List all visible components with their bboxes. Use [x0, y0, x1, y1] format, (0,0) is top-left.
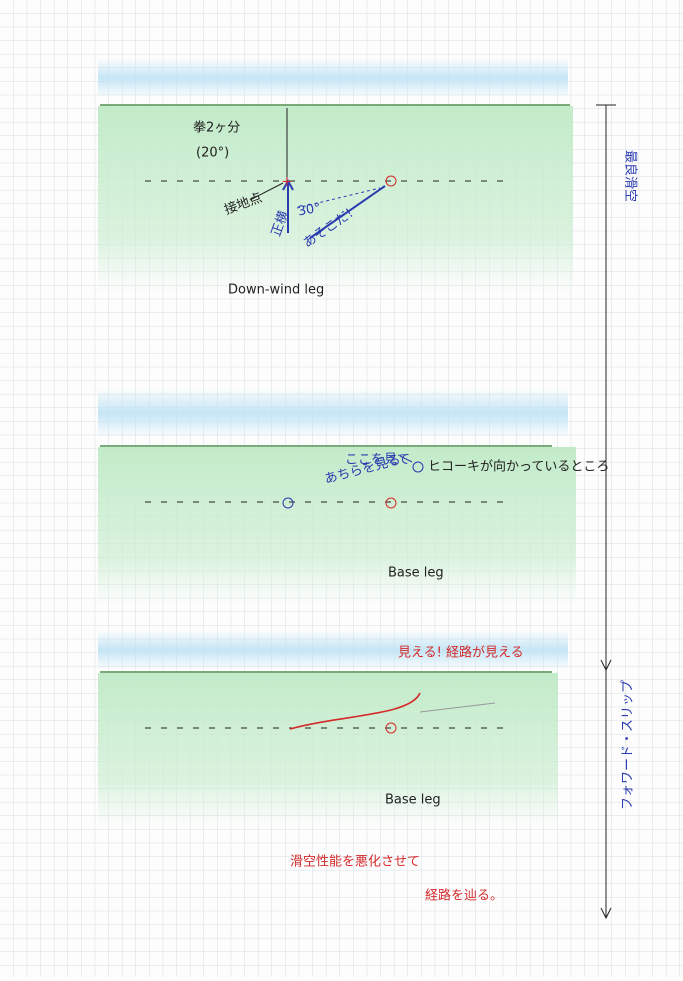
- annotation: (20°): [196, 146, 229, 161]
- phase-label: 最良滑空: [623, 150, 639, 202]
- annotation: 拳2ヶ分: [193, 120, 240, 136]
- horizon-lines: [100, 104, 570, 673]
- annotation: 見える! 経路が見える: [398, 645, 524, 661]
- panel-label: Base leg: [385, 793, 441, 808]
- panel-1-drawing: +: [249, 108, 397, 239]
- panel-label: Down-wind leg: [228, 283, 324, 298]
- panel-backgrounds: [98, 58, 576, 828]
- panel-3-drawing: [289, 692, 496, 734]
- runway-lines: [145, 180, 510, 729]
- footer-text: 滑空性能を悪化させて: [290, 855, 420, 870]
- svg-text:+: +: [282, 175, 293, 190]
- phase-arrow: [596, 104, 616, 920]
- annotation: ここを見て: [345, 453, 410, 468]
- panel-label: Base leg: [388, 566, 444, 581]
- phase-label: フォワード・スリップ: [621, 680, 636, 810]
- annotation: 30°: [297, 201, 322, 220]
- panel-2-drawing: [282, 455, 424, 509]
- footer-text: 経路を辿る。: [425, 888, 503, 904]
- annotation: ヒコーキが向かっているところ: [428, 459, 609, 475]
